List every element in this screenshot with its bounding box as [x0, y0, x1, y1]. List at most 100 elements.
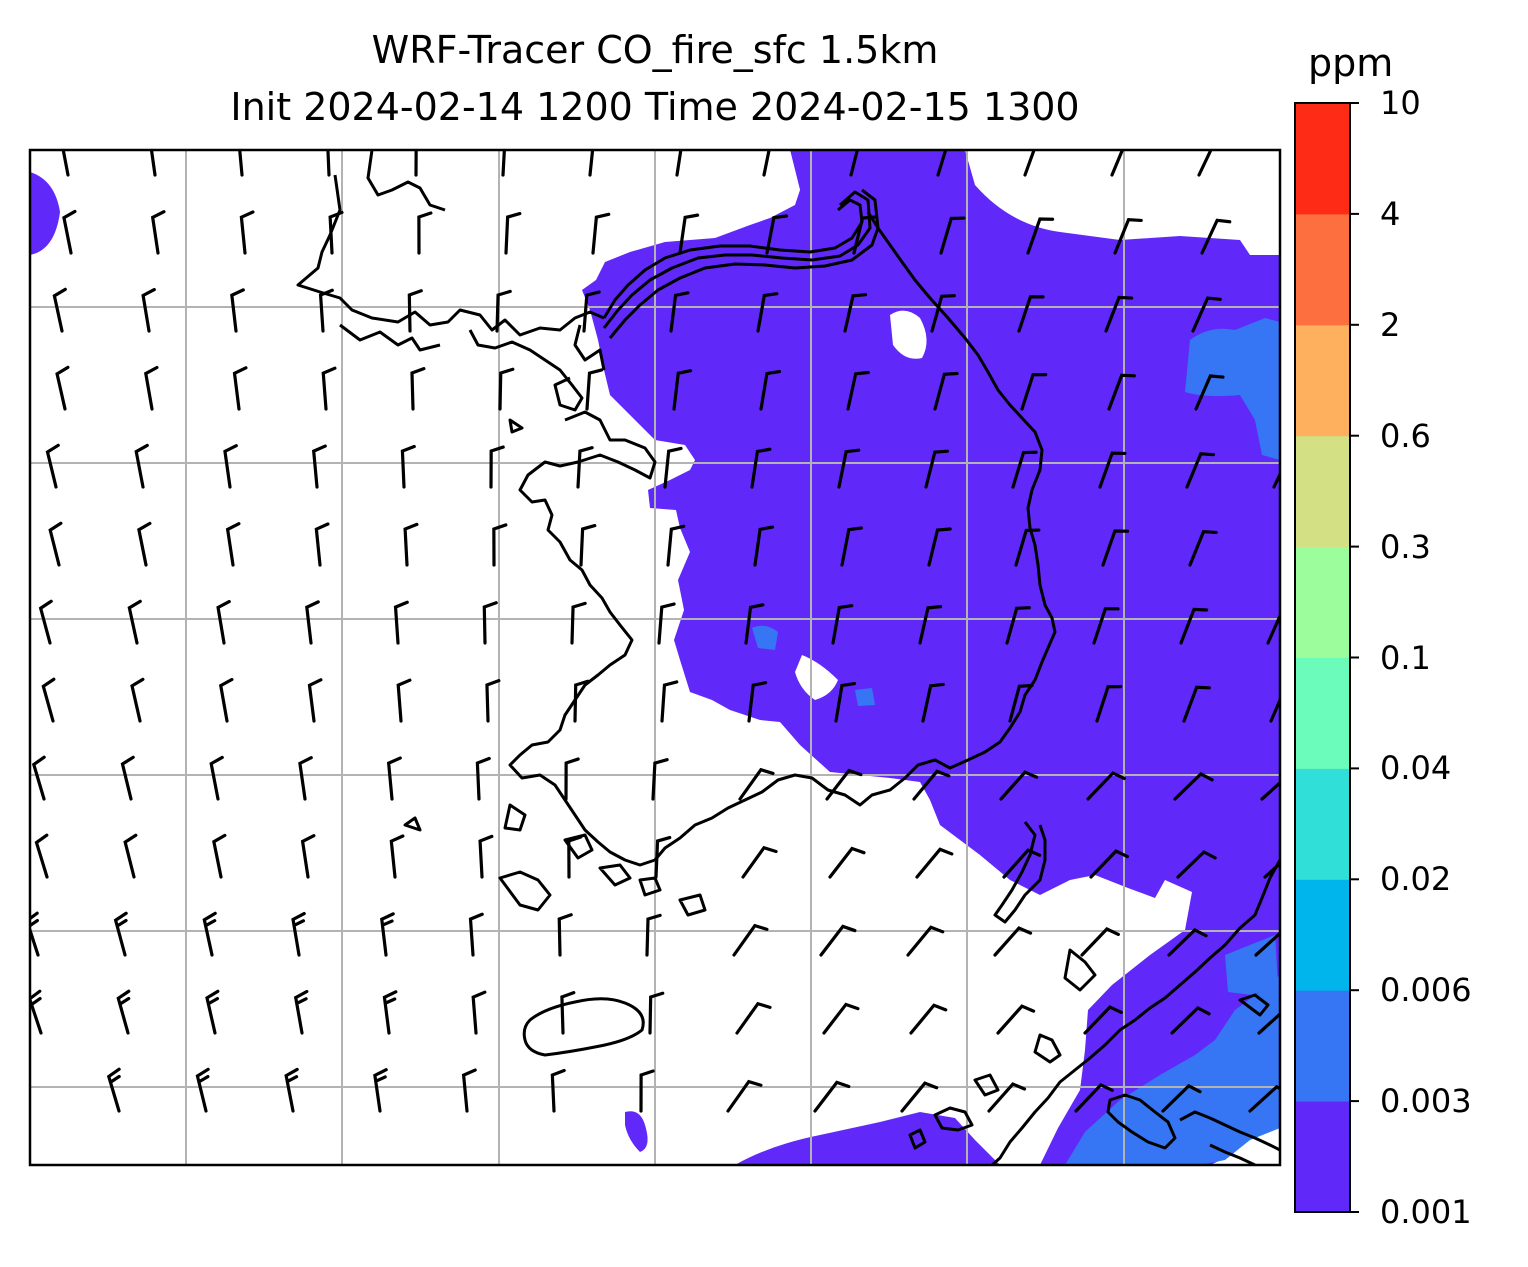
wind-barb [678, 213, 700, 255]
wind-barb [996, 1004, 1036, 1035]
wind-barb [1197, 150, 1229, 177]
wind-barb [396, 678, 412, 723]
wind-barb [1200, 218, 1232, 255]
wind-barb [669, 291, 690, 333]
wind-barb [1188, 529, 1218, 567]
plume-gap-2 [795, 655, 838, 700]
wind-barb [1023, 150, 1052, 177]
wind-barb [573, 679, 590, 723]
tracer-patch-ne [1185, 318, 1280, 460]
wind-barb [318, 288, 334, 333]
wind-barb [134, 443, 149, 489]
wind-barb [202, 911, 217, 957]
colorbar-segment [1295, 1101, 1350, 1213]
wind-barb [478, 834, 494, 879]
wind-barb [232, 366, 248, 411]
wind-barb [738, 767, 775, 801]
wind-barb [813, 1080, 851, 1113]
wind-barb [492, 523, 508, 567]
wind-barb [410, 367, 426, 411]
plume-gap-1 [890, 310, 927, 359]
wind-barb [307, 678, 323, 723]
wind-barb [936, 150, 963, 177]
wind-barb [45, 443, 60, 489]
wind-barb [756, 292, 779, 333]
wind-barb [55, 365, 70, 411]
map-panel [30, 150, 1280, 1165]
wind-barb [461, 1068, 477, 1113]
wind-barb [570, 601, 587, 645]
colorbar-unit-label: ppm [1308, 41, 1394, 85]
wind-barb [475, 756, 491, 801]
colorbar-tick-label: 0.02 [1380, 860, 1452, 899]
tracer-patch-center-2 [855, 688, 875, 706]
wind-barb [127, 599, 142, 645]
wind-barb [915, 847, 954, 879]
tracer-plume-small-south [625, 1111, 648, 1152]
wind-barb [1092, 607, 1120, 645]
wind-barb [1176, 850, 1217, 879]
wind-barb [1005, 606, 1031, 645]
wind-barb [1113, 217, 1143, 255]
wind-barb [1167, 927, 1208, 957]
wind-barb [987, 1082, 1027, 1113]
wind-barb [1248, 1084, 1280, 1113]
wind-barb [909, 1003, 948, 1035]
wind-barb [298, 756, 313, 801]
colorbar-tick-label: 10 [1380, 84, 1421, 122]
wind-barb [482, 601, 498, 645]
wind-barb [918, 605, 943, 645]
wind-barb [471, 990, 487, 1035]
wind-barb [237, 150, 252, 177]
wind-barb [726, 1079, 763, 1113]
wind-barb [284, 1067, 299, 1113]
wind-barb [1194, 374, 1225, 411]
wind-barb [588, 150, 608, 177]
wind-barb [657, 602, 676, 645]
wind-barb [921, 682, 945, 723]
tracer-patch-se-2 [1225, 935, 1278, 995]
wind-barb [30, 989, 43, 1035]
wind-barb [498, 367, 515, 411]
wind-barb [1008, 683, 1034, 723]
wind-barb [582, 290, 601, 333]
wind-barb [753, 525, 775, 567]
wind-barb [314, 522, 330, 567]
wind-barb [933, 371, 959, 411]
colorbar-tick-label: 0.6 [1380, 416, 1431, 455]
wind-barb [831, 604, 854, 645]
colorbar-segment [1295, 324, 1350, 437]
wind-barb [407, 289, 423, 333]
colorbar-segment [1295, 435, 1350, 548]
wind-barb [62, 209, 77, 255]
wind-barb [852, 215, 877, 255]
wind-barb [209, 755, 224, 801]
map-title-line-1: WRF-Tracer CO_fire_sfc 1.5km [371, 28, 939, 72]
wind-barb [293, 989, 309, 1035]
coastline-north [602, 188, 880, 339]
wind-barb [393, 600, 409, 645]
wind-barb [380, 912, 395, 957]
wind-barb [834, 681, 857, 723]
wind-barb [567, 835, 583, 879]
wind-barb [495, 289, 512, 333]
colorbar-tick-label: 0.003 [1380, 1082, 1472, 1121]
wind-barb [564, 757, 580, 801]
wind-barb [1086, 771, 1126, 801]
wind-barb [106, 1067, 121, 1113]
wind-barb [1179, 607, 1209, 645]
wind-barb [230, 288, 245, 333]
wind-barb [504, 211, 522, 255]
wind-barb [223, 444, 238, 489]
wind-barb [130, 677, 145, 723]
wind-barb [732, 923, 769, 957]
wind-barb [651, 758, 669, 801]
wind-barb [212, 833, 227, 879]
wind-barb [591, 212, 611, 255]
wind-barb [930, 294, 956, 333]
wind-barb [993, 926, 1033, 957]
wind-barb [750, 447, 772, 489]
wind-barb [741, 845, 778, 879]
wind-barb [1101, 529, 1130, 567]
wind-barb [501, 150, 519, 177]
